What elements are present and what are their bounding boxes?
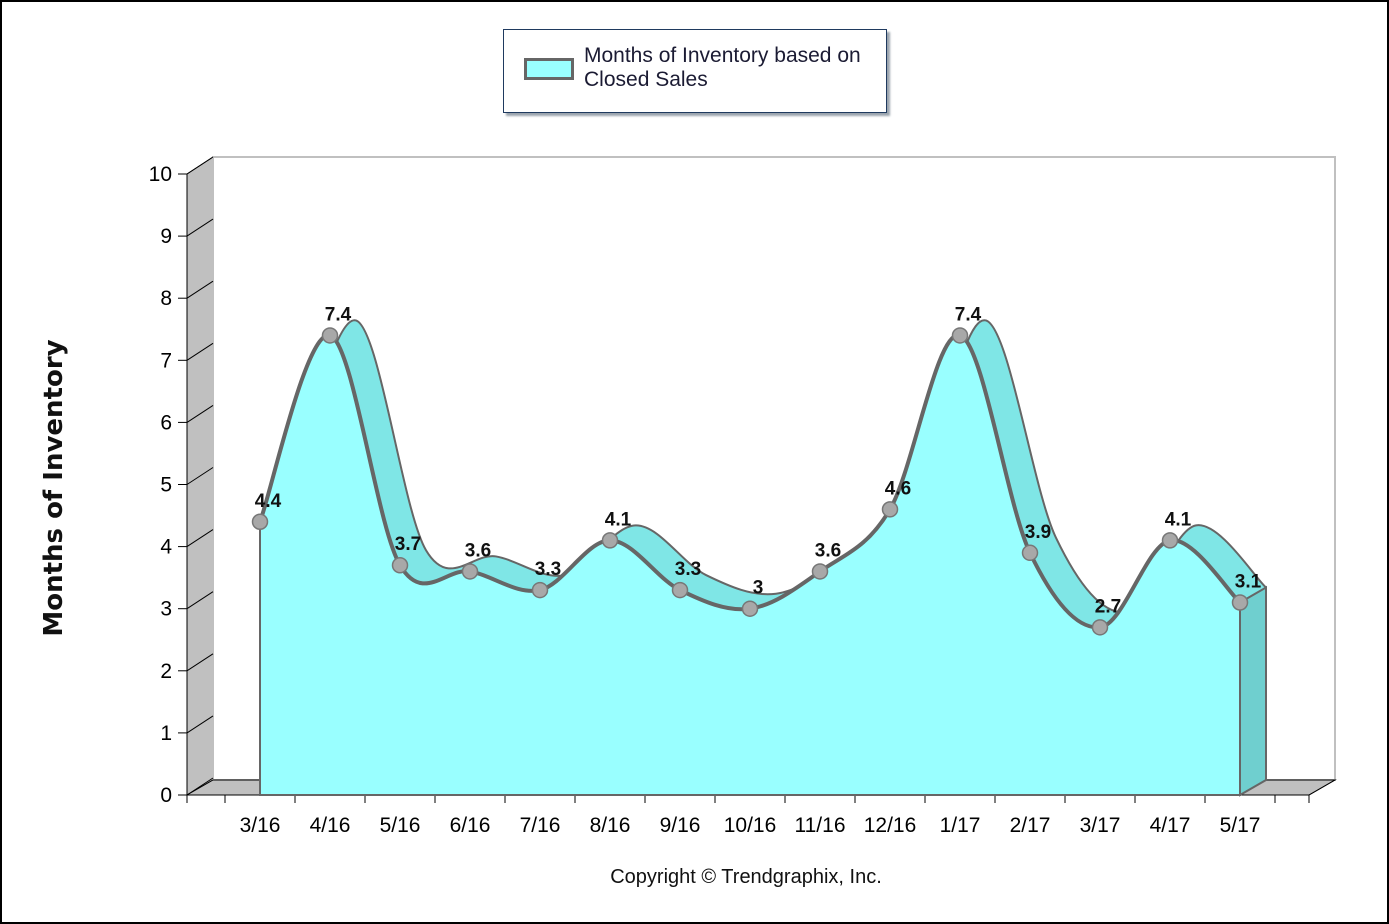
data-point [601, 532, 619, 549]
y-tick-depth [186, 404, 214, 423]
legend: Months of Inventory based on Closed Sale… [503, 29, 887, 113]
data-label: 4.6 [885, 478, 911, 499]
y-tick-label: 8 [160, 287, 172, 310]
y-tick-label: 4 [160, 536, 172, 559]
data-label: 4.1 [605, 509, 632, 530]
x-tick-label: 3/17 [1080, 814, 1121, 837]
x-tick-label: 5/16 [380, 814, 421, 837]
data-label: 3 [753, 578, 764, 599]
x-tick-label: 3/16 [240, 814, 281, 837]
legend-label: Months of Inventory based on Closed Sale… [584, 44, 861, 91]
data-point [461, 563, 479, 580]
y-tick-depth [186, 467, 214, 485]
data-label: 4.4 [255, 491, 282, 512]
data-label: 7.4 [325, 304, 352, 325]
x-tick-label: 10/16 [724, 814, 777, 837]
data-label: 7.4 [955, 304, 982, 325]
y-tick-label: 3 [160, 598, 172, 621]
data-label: 3.3 [675, 559, 701, 580]
data-point [811, 563, 829, 580]
series-line [258, 333, 1242, 630]
y-tick-label: 6 [160, 411, 172, 434]
y-tick-label: 0 [160, 784, 172, 807]
data-point [391, 556, 409, 574]
data-label: 3.9 [1025, 522, 1051, 543]
series-side-face [1239, 585, 1267, 797]
x-tick-label: 5/17 [1220, 814, 1261, 837]
y-axis-label: Months of Inventory [39, 339, 69, 637]
x-tick-label: 9/16 [660, 814, 701, 837]
data-label: 3.6 [465, 540, 491, 561]
x-tick-label: 11/16 [795, 814, 846, 837]
y-tick-depth [186, 342, 214, 361]
y-tick-label: 2 [160, 660, 172, 683]
data-label: 4.1 [1165, 509, 1192, 530]
y-tick-label: 5 [160, 474, 172, 497]
y-tick-depth [186, 218, 214, 237]
y-tick-depth [186, 529, 214, 548]
data-point [951, 327, 969, 344]
x-tick-label: 6/16 [450, 814, 491, 837]
x-tick-label: 8/16 [590, 814, 631, 837]
y-tick-depth [186, 280, 214, 299]
data-point [881, 501, 899, 518]
y-tick-depth [186, 715, 214, 734]
data-point [1021, 544, 1039, 562]
y-tick-label: 10 [149, 163, 172, 186]
data-point [1091, 619, 1109, 636]
y-tick-label: 1 [160, 722, 172, 745]
x-tick-label: 12/16 [864, 814, 917, 837]
data-point [1161, 532, 1179, 549]
y-tick-depth [186, 777, 214, 796]
x-tick-label: 2/17 [1010, 814, 1051, 837]
x-tick-label: 4/16 [310, 814, 351, 837]
data-point [251, 513, 269, 531]
data-point [1231, 594, 1249, 611]
y-tick-depth [186, 591, 214, 610]
data-label: 3.7 [395, 534, 421, 555]
legend-swatch [524, 58, 574, 80]
copyright-text: Copyright © Trendgraphix, Inc. [610, 866, 882, 888]
y-tick-label: 9 [160, 225, 172, 248]
x-tick-label: 7/16 [520, 814, 561, 837]
data-label: 2.7 [1095, 596, 1121, 617]
x-tick-label: 1/17 [940, 814, 981, 837]
data-point [671, 581, 689, 599]
y-tick-label: 7 [160, 349, 172, 372]
data-point [321, 327, 339, 344]
data-point [531, 581, 549, 599]
y-tick-depth [186, 653, 214, 672]
y-tick-depth [186, 156, 214, 175]
data-label: 3.6 [815, 540, 841, 561]
data-label: 3.3 [535, 559, 561, 580]
data-point [741, 600, 759, 617]
x-axis-depth [1308, 779, 1336, 796]
x-tick-label: 4/17 [1150, 814, 1191, 837]
data-label: 3.1 [1235, 571, 1262, 592]
